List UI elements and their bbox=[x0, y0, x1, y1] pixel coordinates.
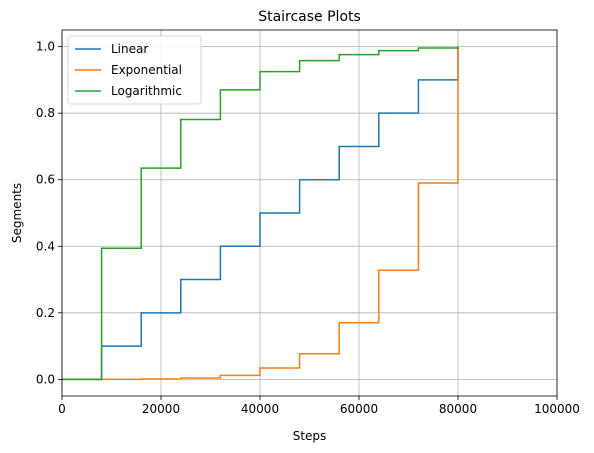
chart-title: Staircase Plots bbox=[258, 9, 361, 25]
y-tick-label: 0.8 bbox=[36, 106, 55, 120]
y-ticks: 0.0 0.2 0.4 0.6 0.8 1.0 bbox=[36, 40, 62, 386]
legend: Linear Exponential Logarithmic bbox=[67, 35, 202, 105]
y-tick-label: 0.2 bbox=[36, 306, 55, 320]
series-line-logarithmic bbox=[62, 46, 459, 381]
series-line-exponential bbox=[62, 46, 459, 381]
plot-frame bbox=[61, 29, 558, 397]
y-tick-label: 0.4 bbox=[36, 239, 55, 253]
x-tick-label: 20000 bbox=[142, 402, 180, 416]
y-axis-label: Segments bbox=[10, 183, 24, 243]
y-tick-label: 0.6 bbox=[36, 173, 55, 187]
x-tick-label: 80000 bbox=[439, 402, 477, 416]
x-tick-label: 40000 bbox=[241, 402, 279, 416]
x-tick-label: 100000 bbox=[534, 402, 580, 416]
x-tick-label: 0 bbox=[58, 402, 66, 416]
x-ticks: 0 20000 40000 60000 80000 100000 bbox=[58, 396, 580, 416]
series-layer bbox=[62, 46, 459, 381]
series-line-linear bbox=[62, 46, 459, 381]
legend-box bbox=[67, 35, 202, 105]
y-tick-label: 0.0 bbox=[36, 372, 55, 386]
x-tick-label: 60000 bbox=[340, 402, 378, 416]
legend-label: Exponential bbox=[111, 63, 182, 77]
x-axis-label: Steps bbox=[293, 429, 327, 443]
legend-label: Logarithmic bbox=[111, 84, 182, 98]
y-tick-label: 1.0 bbox=[36, 40, 55, 54]
legend-label: Linear bbox=[111, 42, 148, 56]
